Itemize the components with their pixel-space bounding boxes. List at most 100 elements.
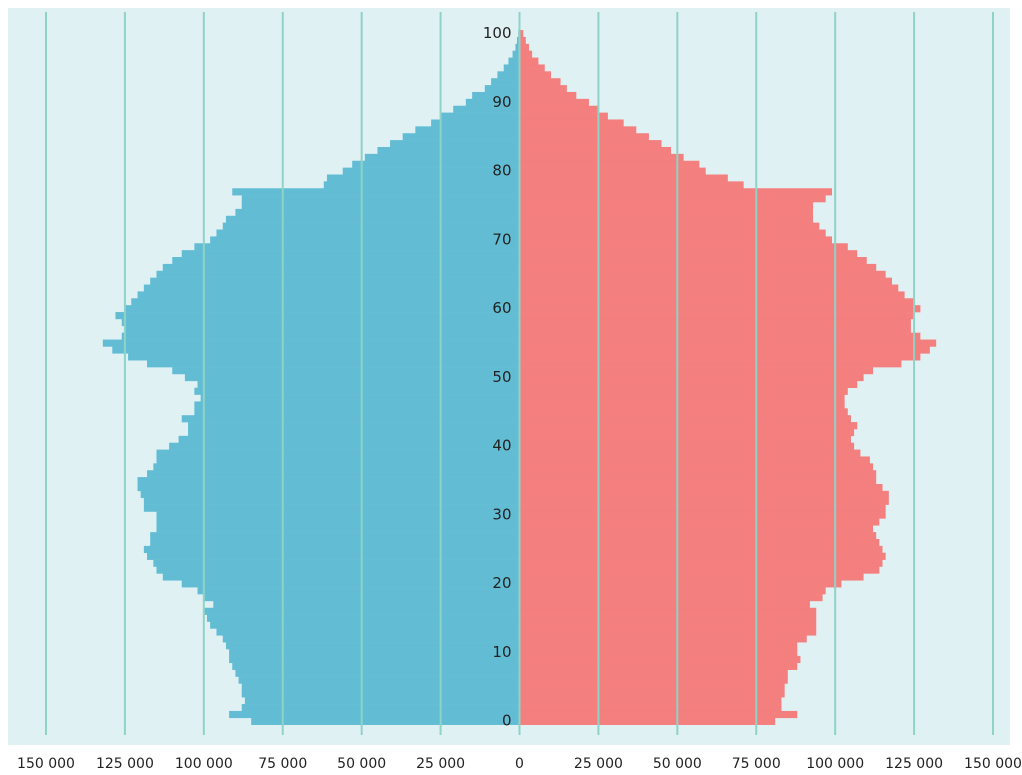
bar [519,504,886,512]
x-tick-label: 125 000 [96,756,154,772]
bar [519,587,826,595]
bar [172,367,520,375]
bar [181,250,520,258]
bar [251,717,520,725]
bar [194,401,520,409]
bar [508,57,520,65]
bar [519,325,911,333]
bar [491,78,520,86]
bar [519,36,526,45]
bar [194,387,520,395]
bar [440,112,520,120]
bar [241,704,520,712]
bar [143,545,520,554]
bar [172,257,520,265]
bar [519,112,608,120]
bar [225,642,520,650]
bar [519,160,700,168]
bar [121,318,520,327]
bar [222,635,520,643]
bar [519,614,817,622]
bar [352,160,520,168]
bar [472,91,520,100]
bar [519,263,877,272]
bar [519,167,706,175]
bar [519,346,930,354]
bar [519,277,892,285]
y-tick-label: 80 [492,162,511,180]
bar [519,518,880,526]
bar [153,463,520,471]
y-tick-label: 90 [492,93,511,111]
bar [519,642,798,650]
bar [519,628,817,636]
bar [229,649,520,657]
bar [197,380,520,388]
bar [519,250,858,258]
x-tick-label: 75 000 [732,756,781,772]
bar [519,243,848,251]
bar [519,57,539,65]
bar [519,435,851,444]
bar [402,133,520,141]
bar [150,532,520,540]
bar [519,43,529,52]
bar [515,43,520,52]
bar [519,195,826,203]
bar [519,181,744,189]
y-tick-label: 60 [492,299,511,317]
bar [377,146,520,155]
bar [150,538,520,547]
bar [519,105,599,113]
bar [323,181,520,189]
bar [241,683,520,691]
bar [503,64,520,72]
bar [102,339,520,347]
y-tick-label: 40 [492,437,511,455]
bar [147,552,520,560]
bar [156,449,520,457]
bar [519,552,886,560]
y-tick-label: 50 [492,368,511,386]
bar [342,167,520,175]
x-tick-label: 150 000 [964,756,1022,772]
bar [137,483,520,492]
bar [519,573,864,581]
y-tick-label: 20 [492,574,511,592]
bar [519,559,883,567]
bar [235,669,520,677]
bar [519,146,672,155]
bar [143,284,520,292]
bar [181,580,520,588]
bar [519,470,877,478]
bar [431,119,520,127]
bar [519,353,921,361]
bar [156,270,520,278]
y-tick-label: 70 [492,230,511,248]
bar [519,71,552,79]
bar [519,78,561,86]
y-tick-label: 30 [492,505,511,523]
bar [156,456,520,464]
bar [415,126,520,134]
bar [184,373,520,382]
x-tick-label: 50 000 [653,756,702,772]
bar [519,662,798,670]
bar [519,394,845,402]
bar [519,188,833,196]
x-tick-label: 50 000 [337,756,386,772]
bar [519,339,937,347]
bar [519,387,848,395]
bar [156,511,520,519]
bar [519,202,814,210]
bar [484,85,520,93]
bar [519,697,782,705]
bar [216,229,520,237]
x-tick-label: 100 000 [175,756,233,772]
bar [519,442,855,450]
bar [519,525,874,533]
bar [519,463,874,471]
bar [519,408,848,416]
bar [194,408,520,416]
x-tick-label: 25 000 [416,756,465,772]
